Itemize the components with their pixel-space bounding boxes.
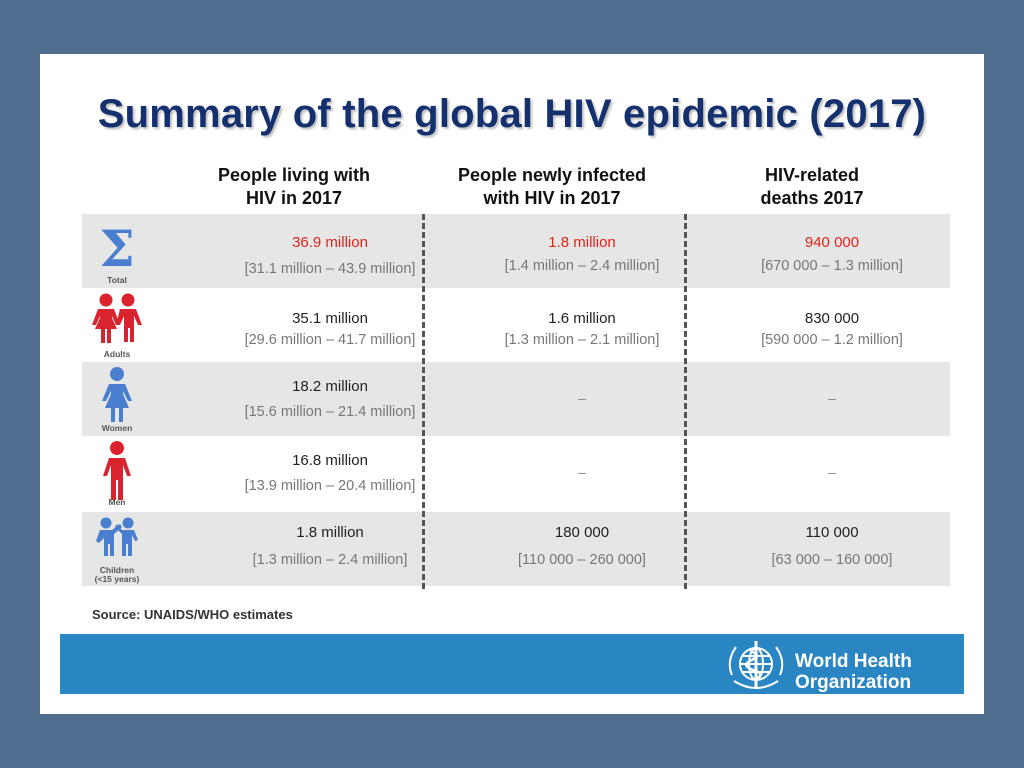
column-header-line: People newly infected xyxy=(457,165,647,185)
column-header-line: deaths 2017 xyxy=(760,188,864,208)
cell-value: 940 000 xyxy=(804,234,860,251)
cell-range: [1.4 million – 2.4 million] xyxy=(504,258,660,274)
table-row-men: Men 16.8 million [13.9 million – 20.4 mi… xyxy=(82,436,950,510)
cell-value: 830 000 xyxy=(804,310,860,327)
column-header-line: HIV in 2017 xyxy=(245,188,343,208)
row-label: Women xyxy=(101,423,133,433)
column-header-line: HIV-related xyxy=(764,165,860,185)
table-row-women: Women 18.2 million [15.6 million – 21.4 … xyxy=(82,362,950,436)
page-title: Summary of the global HIV epidemic (2017… xyxy=(97,92,927,136)
slide: Summary of the global HIV epidemic (2017… xyxy=(40,54,984,714)
cell-range: [13.9 million – 20.4 million] xyxy=(244,478,416,494)
cell-value: 36.9 million xyxy=(292,234,368,251)
column-header-deaths: HIV-related deaths 2017 xyxy=(692,164,932,210)
logo-line: World Health xyxy=(795,651,912,672)
cell-value: 180 000 xyxy=(554,524,610,541)
cell-men-new: – xyxy=(462,436,702,510)
who-logo-text: World Health Organization xyxy=(795,651,912,693)
table-row-adults: Adults 35.1 million [29.6 million – 41.7… xyxy=(82,288,950,362)
column-divider xyxy=(422,214,425,589)
cell-range: [1.3 million – 2.1 million] xyxy=(504,332,660,348)
row-label: Total xyxy=(107,275,127,285)
cell-value: 16.8 million xyxy=(292,452,368,469)
column-header-line: with HIV in 2017 xyxy=(483,188,621,208)
cell-total-deaths: 940 000 [670 000 – 1.3 million] xyxy=(722,214,942,288)
cell-total-living: 36.9 million [31.1 million – 43.9 millio… xyxy=(200,214,460,288)
cell-children-new: 180 000 [110 000 – 260 000] xyxy=(462,512,702,586)
cell-empty: – xyxy=(578,464,586,480)
cell-adults-deaths: 830 000 [590 000 – 1.2 million] xyxy=(722,288,942,362)
cell-adults-living: 35.1 million [29.6 million – 41.7 millio… xyxy=(200,288,460,362)
svg-text:Σ: Σ xyxy=(99,219,134,278)
column-header-living: People living with HIV in 2017 xyxy=(174,164,414,210)
cell-range: [670 000 – 1.3 million] xyxy=(761,258,903,274)
cell-range: [31.1 million – 43.9 million] xyxy=(244,261,416,277)
cell-total-new: 1.8 million [1.4 million – 2.4 million] xyxy=(462,214,702,288)
cell-value: 35.1 million xyxy=(292,310,368,327)
woman-icon: Women xyxy=(82,362,158,436)
adults-icon: Adults xyxy=(82,288,158,362)
source-note: Source: UNAIDS/WHO estimates xyxy=(92,607,293,622)
cell-range: [1.3 million – 2.4 million] xyxy=(252,552,408,568)
row-label: Men xyxy=(108,497,126,507)
cell-children-deaths: 110 000 [63 000 – 160 000] xyxy=(722,512,942,586)
cell-adults-new: 1.6 million [1.3 million – 2.1 million] xyxy=(462,288,702,362)
cell-range: [29.6 million – 41.7 million] xyxy=(244,332,416,348)
table-row-total: Σ Total 36.9 million [31.1 million – 43.… xyxy=(82,214,950,288)
cell-men-living: 16.8 million [13.9 million – 20.4 millio… xyxy=(200,436,460,510)
row-label: Children (<15 years) xyxy=(82,566,152,584)
children-icon: Children (<15 years) xyxy=(82,512,158,586)
cell-children-living: 1.8 million [1.3 million – 2.4 million] xyxy=(200,512,460,586)
cell-range: [63 000 – 160 000] xyxy=(771,552,893,568)
cell-range: [110 000 – 260 000] xyxy=(518,552,646,568)
column-header-line: People living with xyxy=(217,165,370,185)
cell-range: [590 000 – 1.2 million] xyxy=(761,332,903,348)
column-header-new-infections: People newly infected with HIV in 2017 xyxy=(432,164,672,210)
cell-range: [15.6 million – 21.4 million] xyxy=(244,404,416,420)
sigma-icon: Σ Total xyxy=(82,214,158,288)
cell-empty: – xyxy=(828,464,836,480)
cell-value: 1.8 million xyxy=(296,524,364,541)
man-icon: Men xyxy=(82,436,158,510)
cell-value: 18.2 million xyxy=(292,378,368,395)
row-label: Adults xyxy=(103,349,131,359)
table-row-children: Children (<15 years) 1.8 million [1.3 mi… xyxy=(82,512,950,586)
who-emblem-icon xyxy=(722,637,790,698)
cell-women-new: – xyxy=(462,362,702,436)
footer-bar: World Health Organization xyxy=(60,634,964,694)
cell-value: 1.8 million xyxy=(548,234,616,251)
column-divider xyxy=(684,214,687,589)
cell-empty: – xyxy=(578,390,586,406)
cell-value: 1.6 million xyxy=(548,310,616,327)
cell-value: 110 000 xyxy=(805,524,859,541)
cell-women-deaths: – xyxy=(722,362,942,436)
cell-empty: – xyxy=(828,390,836,406)
logo-line: Organization xyxy=(795,672,912,693)
row-label-line: Children xyxy=(99,565,135,575)
row-label-line: (<15 years) xyxy=(94,574,140,584)
cell-men-deaths: – xyxy=(722,436,942,510)
cell-women-living: 18.2 million [15.6 million – 21.4 millio… xyxy=(200,362,460,436)
